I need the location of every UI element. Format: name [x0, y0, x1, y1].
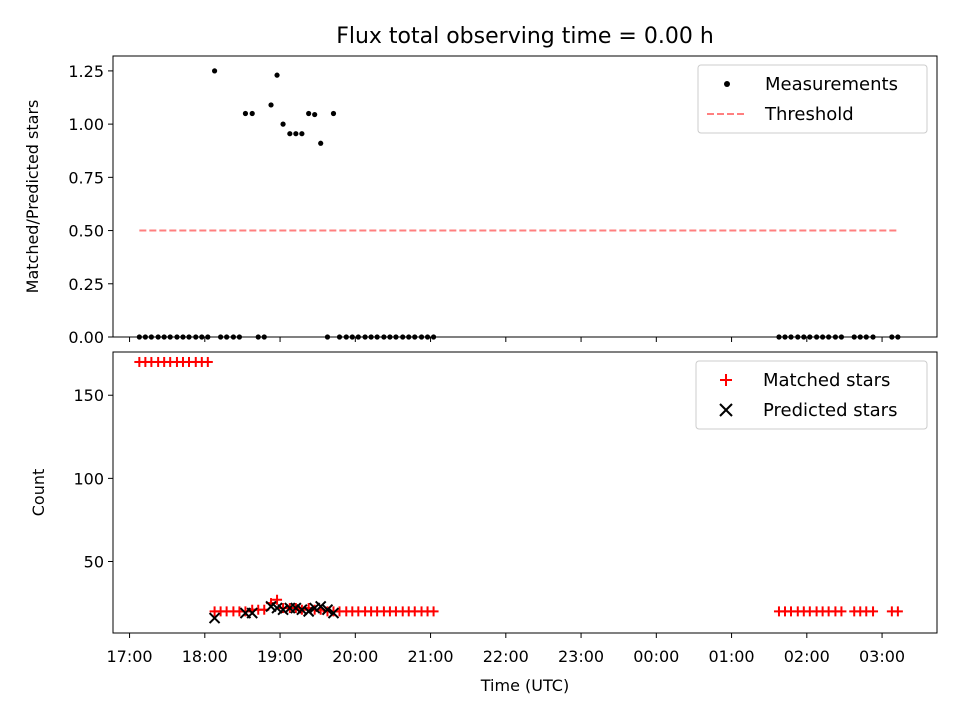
measurement-point [318, 140, 324, 146]
matched-star-point [892, 606, 903, 617]
x-tick-label: 19:00 [257, 647, 303, 666]
top-y-tick-label: 0.50 [68, 222, 104, 241]
top-y-axis-label: Matched/Predicted stars [23, 100, 42, 294]
x-tick-label: 01:00 [709, 647, 755, 666]
bottom-legend-box [695, 360, 928, 430]
matched-star-point [868, 606, 879, 617]
legend-predicted-label: Predicted stars [763, 400, 897, 421]
bottom-y-tick-label: 100 [73, 469, 104, 488]
predicted-star-point [321, 604, 334, 616]
top-legend-box [697, 64, 928, 134]
measurement-point [280, 121, 286, 127]
predicted-star-point [277, 604, 289, 616]
measurement-point [306, 110, 312, 117]
predicted-star-point [296, 604, 308, 616]
matched-star-point [272, 594, 283, 605]
measurement-point [293, 131, 299, 137]
predicted-star-point [314, 600, 327, 613]
measurement-point [242, 110, 249, 117]
measurement-point [299, 131, 305, 137]
legend-predicted-marker [719, 403, 733, 417]
bottom-y-ticks: 50 100 150 [73, 386, 113, 572]
top-axes-frame [112, 55, 938, 338]
measurement-point [268, 102, 274, 108]
predicted-star-point [302, 605, 315, 618]
x-tick-label: 20:00 [332, 647, 378, 666]
top-y-tick-label: 1.00 [68, 115, 104, 134]
x-tick-label: 23:00 [558, 647, 604, 666]
bottom-plot-area [134, 356, 903, 624]
bottom-legend: Matched stars Predicted stars [695, 360, 928, 430]
measurement-point [274, 72, 280, 78]
predicted-star-point [208, 612, 221, 624]
matched-star-point [428, 606, 439, 617]
measurement-point [287, 131, 293, 137]
top-y-tick-label: 0.00 [68, 328, 104, 347]
chart-title: Flux total observing time = 0.00 h [336, 24, 714, 49]
bottom-x-ticks: 17:00 18:00 19:00 20:00 21:00 22:00 23:00 00:00… [107, 633, 905, 666]
x-tick-label: 18:00 [182, 647, 228, 666]
top-legend: Measurements Threshold [697, 64, 928, 134]
measurement-point [330, 110, 337, 117]
predicted-star-point [327, 607, 340, 619]
matched-star-point [836, 606, 847, 617]
legend-threshold-label: Threshold [764, 104, 854, 125]
legend-measurements-label: Measurements [765, 74, 898, 95]
bottom-y-tick-label: 150 [73, 386, 104, 405]
x-tick-label: 22:00 [483, 647, 529, 666]
x-tick-label: 21:00 [408, 647, 454, 666]
bottom-y-axis-label: Count [29, 469, 48, 517]
measurement-point [312, 111, 318, 118]
predicted-star-point [246, 607, 258, 619]
measurement-point [211, 68, 218, 74]
legend-matched-label: Matched stars [763, 370, 890, 391]
top-x-ticks [129, 337, 883, 342]
matched-star-point [240, 606, 251, 617]
bottom-panel: 50 100 150 17:00 18:00 19:00 20:00 21:00 22:00 2… [29, 351, 938, 695]
bottom-axes-frame [112, 351, 938, 634]
top-y-tick-label: 0.75 [68, 168, 104, 187]
x-tick-label: 00:00 [633, 647, 679, 666]
x-axis-label: Time (UTC) [480, 676, 569, 695]
matched-star-point [202, 356, 213, 367]
bottom-y-tick-label: 50 [84, 553, 104, 572]
x-tick-label: 17:00 [107, 647, 153, 666]
top-y-ticks: 0.00 0.25 0.50 0.75 1.00 1.25 [68, 62, 113, 347]
measurement-point [249, 110, 255, 117]
top-panel: Flux total observing time = 0.00 h 0.000… [23, 24, 938, 347]
top-y-tick-label: 1.25 [68, 62, 104, 81]
legend-matched-marker [720, 374, 732, 386]
x-tick-label: 03:00 [859, 647, 905, 666]
legend-measurements-marker [724, 81, 730, 87]
x-tick-label: 02:00 [784, 647, 830, 666]
top-y-tick-label: 0.25 [68, 275, 104, 294]
